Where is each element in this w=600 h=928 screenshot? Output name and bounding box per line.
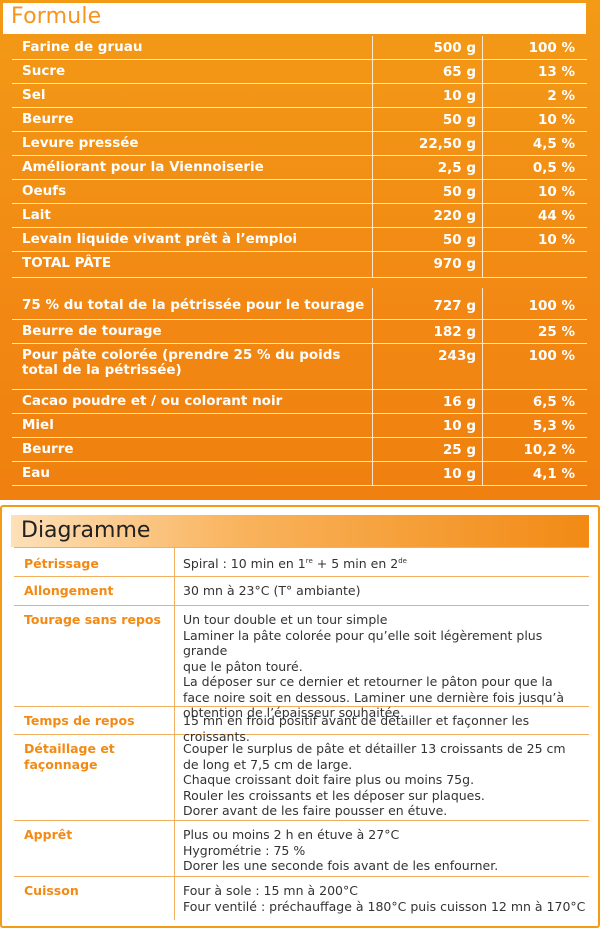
formule-row: Sucre 65 g 13 % [12,60,587,84]
ingredient-pct: 2 % [482,84,587,107]
total-label: TOTAL PÂTE [22,255,112,271]
ingredient-qty: 500 g [372,36,482,59]
ingredient-qty: 50 g [372,180,482,203]
step-label: Allongement [24,583,114,598]
ingredient-name: Beurre de tourage [22,323,162,339]
formule-row: Levain liquide vivant prêt à l’emploi 50… [12,228,587,252]
step-label: Temps de repos [24,713,135,728]
diagram-row: Détaillage et façonnage Couper le surplu… [14,735,589,821]
ingredient-qty: 10 g [372,462,482,485]
ingredient-pct: 10 % [482,180,587,203]
ingredient-qty: 22,50 g [372,132,482,155]
diagramme-title: Diagramme [21,518,151,543]
ingredient-pct: 6,5 % [482,390,587,413]
ingredient-pct: 4,5 % [482,132,587,155]
formule-row: Levure pressée 22,50 g 4,5 % [12,132,587,156]
ingredient-qty: 25 g [372,438,482,461]
step-label: Détaillage et façonnage [24,741,115,772]
ingredient-qty: 10 g [372,84,482,107]
ingredient-qty: 50 g [372,108,482,131]
formule-row: 75 % du total de la pétrissée pour le to… [12,288,587,320]
diagram-row: Pétrissage Spiral : 10 min en 1re + 5 mi… [14,547,589,577]
ingredient-qty: 65 g [372,60,482,83]
step-text: Plus ou moins 2 h en étuve à 27°C Hygrom… [174,821,589,876]
step-text: Four à sole : 15 mn à 200°C Four ventilé… [174,877,589,920]
step-text: Couper le surplus de pâte et détailler 1… [174,735,589,820]
step-label: Apprêt [24,827,73,842]
formule-row: Beurre 25 g 10,2 % [12,438,587,462]
ingredient-qty: 50 g [372,228,482,251]
ingredient-name: Cacao poudre et / ou colorant noir [22,393,283,409]
ingredient-name: Sucre [22,63,66,79]
ingredient-name: Améliorant pour la Viennoiserie [22,159,264,175]
formule-title: Formule [11,4,102,29]
ingredient-pct: 100 % [482,344,587,389]
ingredient-qty: 10 g [372,414,482,437]
diagram-row: Temps de repos 15 mn en froid positif av… [14,707,589,744]
step-text: 30 mn à 23°C (T° ambiante) [174,577,589,605]
ingredient-name: Pour pâte colorée (prendre 25 % du poids… [22,347,341,378]
formule-row: Beurre 50 g 10 % [12,108,587,132]
diagram-row: Cuisson Four à sole : 15 mn à 200°C Four… [14,877,589,920]
formule-row: Eau 10 g 4,1 % [12,462,587,486]
step-label: Cuisson [24,883,79,898]
ingredient-qty: 16 g [372,390,482,413]
diagram-row: Allongement 30 mn à 23°C (T° ambiante) [14,577,589,606]
ingredient-pct: 100 % [482,36,587,59]
diagramme-header: Diagramme [11,515,589,547]
ingredient-qty: 2,5 g [372,156,482,179]
step-text: 15 mn en froid positif avant de détaille… [174,707,589,744]
ingredient-name: Farine de gruau [22,39,143,55]
formule-row: Améliorant pour la Viennoiserie 2,5 g 0,… [12,156,587,180]
formule-header: Formule [3,3,586,34]
formule-row: Beurre de tourage 182 g 25 % [12,320,587,344]
ingredient-name: Beurre [22,111,74,127]
ingredient-pct: 25 % [482,320,587,343]
ingredient-pct: 10 % [482,108,587,131]
formule-row: Pour pâte colorée (prendre 25 % du poids… [12,344,587,390]
ingredient-qty: 727 g [372,288,482,319]
diagram-row: Apprêt Plus ou moins 2 h en étuve à 27°C… [14,821,589,877]
step-text: Spiral : 10 min en 1re + 5 min en 2de [174,548,589,576]
ingredient-name: Oeufs [22,183,67,199]
formule-panel: Formule Farine de gruau 500 g 100 % Sucr… [0,0,600,500]
total-pct [482,252,587,277]
formule-row: Sel 10 g 2 % [12,84,587,108]
ingredient-name: Levure pressée [22,135,139,151]
ingredient-pct: 0,5 % [482,156,587,179]
diagramme-panel: Diagramme Pétrissage Spiral : 10 min en … [0,505,600,928]
ingredient-pct: 4,1 % [482,462,587,485]
ingredient-name: Lait [22,207,51,223]
ingredient-name: Sel [22,87,46,103]
ingredient-name: 75 % du total de la pétrissée pour le to… [22,297,365,313]
ingredient-pct: 5,3 % [482,414,587,437]
formule-row: Cacao poudre et / ou colorant noir 16 g … [12,390,587,414]
ingredient-pct: 13 % [482,60,587,83]
ingredient-name: Eau [22,465,50,481]
total-row: TOTAL PÂTE 970 g [12,252,587,278]
step-label: Pétrissage [24,556,99,571]
total-qty: 970 g [372,252,482,277]
step-line: Spiral : 10 min en 1re + 5 min en 2de [183,556,407,571]
ingredient-name: Miel [22,417,54,433]
formule-row: Lait 220 g 44 % [12,204,587,228]
step-label: Tourage sans repos [24,612,161,627]
ingredient-qty: 243g [372,344,482,389]
diagram-row: Tourage sans repos Un tour double et un … [14,606,589,720]
ingredient-qty: 182 g [372,320,482,343]
ingredient-pct: 10,2 % [482,438,587,461]
ingredient-name: Levain liquide vivant prêt à l’emploi [22,231,297,247]
formule-row: Oeufs 50 g 10 % [12,180,587,204]
step-text: Un tour double et un tour simple Laminer… [174,606,589,720]
ingredient-pct: 10 % [482,228,587,251]
ingredient-qty: 220 g [372,204,482,227]
formule-row: Farine de gruau 500 g 100 % [12,36,587,60]
ingredient-pct: 44 % [482,204,587,227]
ingredient-name: Beurre [22,441,74,457]
formule-row: Miel 10 g 5,3 % [12,414,587,438]
ingredient-pct: 100 % [482,288,587,319]
